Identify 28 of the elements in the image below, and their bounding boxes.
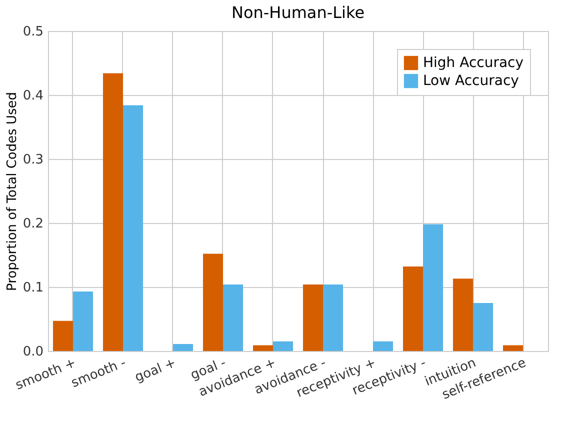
bar <box>373 341 393 351</box>
bar <box>223 284 243 351</box>
bar <box>173 344 193 351</box>
bar <box>73 291 93 351</box>
bar <box>423 224 443 351</box>
bar <box>123 105 143 351</box>
y-tick-label: 0.2 <box>22 216 44 232</box>
legend-label: High Accuracy <box>423 55 524 71</box>
y-tick-label: 0.4 <box>22 88 44 104</box>
bar <box>403 266 423 351</box>
y-tick-label: 0.0 <box>22 344 44 360</box>
y-tick-label: 0.5 <box>22 24 44 40</box>
y-tick-label: 0.1 <box>22 280 44 296</box>
bar <box>103 73 123 351</box>
bar <box>203 254 223 351</box>
bar <box>473 303 493 351</box>
bar <box>303 284 323 351</box>
x-tick-label: goal + <box>132 356 178 386</box>
legend-label: Low Accuracy <box>423 73 519 89</box>
y-tick-label: 0.3 <box>22 152 44 168</box>
y-axis-title: Proportion of Total Codes Used <box>4 92 20 292</box>
bar <box>503 345 523 351</box>
bar <box>53 320 73 351</box>
bar <box>323 284 343 351</box>
chart-title: Non-Human-Like <box>231 3 365 22</box>
bar <box>273 341 293 351</box>
bar <box>253 345 273 351</box>
bar <box>453 278 473 351</box>
